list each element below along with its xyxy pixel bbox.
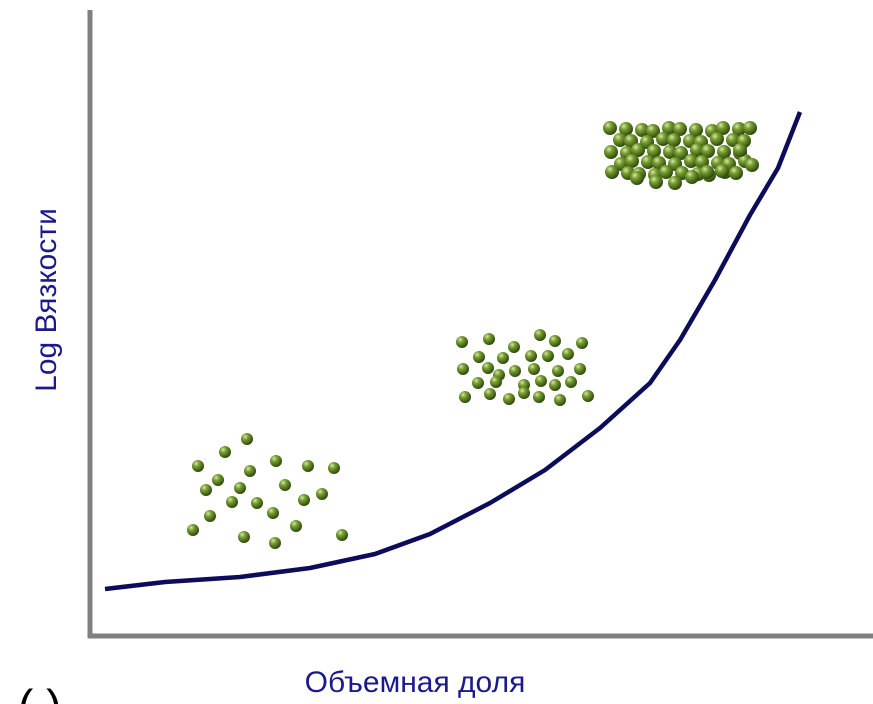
particle — [605, 165, 619, 179]
figure-label: ( ) — [18, 680, 61, 704]
particle — [685, 170, 699, 184]
particle — [238, 531, 250, 543]
particle — [535, 375, 547, 387]
particle — [574, 363, 586, 375]
particle — [576, 337, 588, 349]
particle — [549, 379, 561, 391]
particle — [241, 433, 253, 445]
particle — [219, 446, 231, 458]
particle — [483, 333, 495, 345]
particle — [534, 329, 546, 341]
particle — [226, 496, 238, 508]
particle — [251, 497, 263, 509]
particle — [542, 350, 554, 362]
particle — [518, 387, 530, 399]
particle — [525, 350, 537, 362]
particle — [269, 537, 281, 549]
particle — [674, 146, 688, 160]
particle — [647, 144, 661, 158]
particle — [715, 164, 729, 178]
particle — [701, 144, 715, 158]
particle — [270, 455, 282, 467]
particle — [710, 132, 724, 146]
particle — [700, 165, 714, 179]
particle — [509, 365, 521, 377]
particles — [187, 121, 759, 549]
particle — [659, 165, 673, 179]
particle — [490, 376, 502, 388]
particle — [649, 175, 663, 189]
particle — [302, 460, 314, 472]
particle — [684, 154, 698, 168]
particle — [497, 352, 509, 364]
particle — [328, 462, 340, 474]
particle — [717, 145, 731, 159]
particle — [667, 133, 681, 147]
particle — [279, 479, 291, 491]
particle — [690, 143, 704, 157]
particle — [192, 460, 204, 472]
particle — [582, 390, 594, 402]
particle — [635, 123, 649, 137]
particle — [745, 158, 759, 172]
x-axis-label: Объемная доля — [305, 666, 526, 699]
particle — [316, 488, 328, 500]
particle — [200, 484, 212, 496]
particle — [456, 336, 468, 348]
particle — [503, 393, 515, 405]
particle — [613, 133, 627, 147]
particle — [508, 341, 520, 353]
particle — [204, 510, 216, 522]
particle — [743, 121, 757, 135]
particle — [603, 121, 617, 135]
particle — [290, 520, 302, 532]
particle — [244, 465, 256, 477]
y-axis-label: Log Вязкости — [30, 208, 63, 392]
particle — [733, 143, 747, 157]
particle — [689, 123, 703, 137]
particle — [668, 176, 682, 190]
particle — [459, 391, 471, 403]
particle — [716, 121, 730, 135]
particle — [656, 132, 670, 146]
particle — [482, 362, 494, 374]
particle — [662, 121, 676, 135]
particle — [631, 143, 645, 157]
particle — [472, 377, 484, 389]
particle — [641, 155, 655, 169]
particle — [673, 122, 687, 136]
particle — [562, 348, 574, 360]
particle — [726, 133, 740, 147]
particle — [604, 145, 618, 159]
particle — [473, 351, 485, 363]
particle — [630, 171, 644, 185]
particle — [619, 122, 633, 136]
particle — [729, 166, 743, 180]
particle — [484, 388, 496, 400]
particle — [212, 474, 224, 486]
particle — [336, 529, 348, 541]
viscosity-curve — [104, 111, 803, 592]
particle — [625, 154, 639, 168]
particle — [267, 507, 279, 519]
particle — [457, 363, 469, 375]
particle — [646, 124, 660, 138]
particle — [552, 365, 564, 377]
particle — [663, 145, 677, 159]
particle — [554, 394, 566, 406]
particle — [533, 391, 545, 403]
particle — [234, 482, 246, 494]
particle — [565, 376, 577, 388]
particle — [732, 122, 746, 136]
particle — [528, 363, 540, 375]
particle — [187, 524, 199, 536]
particle — [549, 335, 561, 347]
particle — [298, 494, 310, 506]
